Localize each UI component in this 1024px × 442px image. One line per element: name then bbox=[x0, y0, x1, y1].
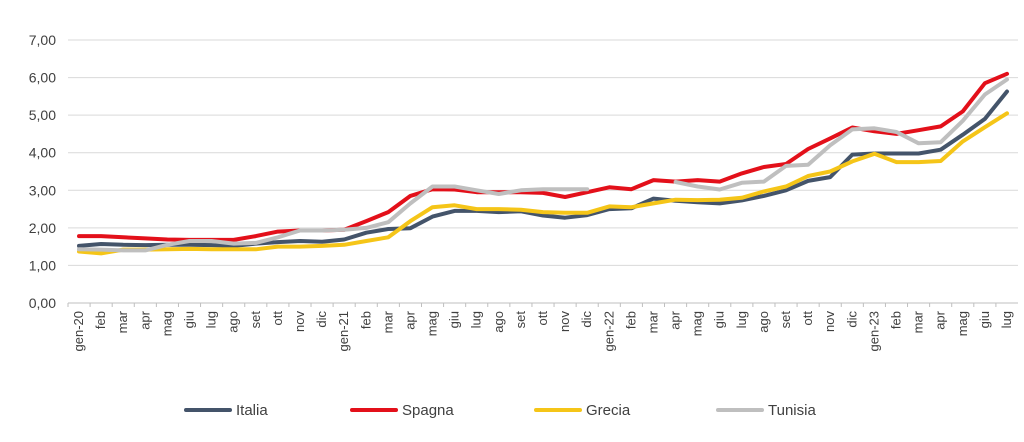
series-line-grecia bbox=[77, 111, 1009, 256]
x-tick-label: set bbox=[248, 311, 263, 329]
x-tick-label: apr bbox=[668, 310, 683, 329]
x-tick-label: lug bbox=[204, 311, 219, 328]
x-tick-label: apr bbox=[137, 310, 152, 329]
legend: Italia Spagna Grecia Tunisia bbox=[184, 402, 816, 419]
x-tick-label: mag bbox=[955, 311, 970, 336]
x-tick-label: dic bbox=[844, 311, 859, 328]
x-tick-label: mar bbox=[115, 310, 130, 333]
x-tick-label: feb bbox=[888, 311, 903, 329]
x-tick-label: dic bbox=[314, 311, 329, 328]
x-tick-label: nov bbox=[292, 311, 307, 332]
y-tick-label: 0,00 bbox=[29, 295, 56, 311]
x-tick-label: nov bbox=[822, 311, 837, 332]
x-tick-label: mar bbox=[645, 310, 660, 333]
x-tick-label: nov bbox=[557, 311, 572, 332]
x-tick-label: lug bbox=[469, 311, 484, 328]
x-tick-label: giu bbox=[447, 311, 462, 328]
x-tick-label: ott bbox=[270, 311, 285, 326]
y-tick-label: 4,00 bbox=[29, 145, 56, 161]
x-tick-label: ago bbox=[226, 311, 241, 333]
gridlines bbox=[68, 39, 1018, 304]
x-tick-label: apr bbox=[933, 310, 948, 329]
legend-label-spagna: Spagna bbox=[402, 402, 454, 419]
legend-label-grecia: Grecia bbox=[586, 402, 631, 419]
x-tick-label: set bbox=[778, 311, 793, 329]
x-tick-label: feb bbox=[623, 311, 638, 329]
y-axis-ticks: 0,00 1,00 2,00 3,00 4,00 5,00 6,00 7,00 bbox=[29, 32, 56, 311]
x-tick-label: gen-21 bbox=[336, 311, 351, 351]
x-tick-label: lug bbox=[999, 311, 1014, 328]
x-axis-ticks: gen-20 feb mar apr mag giu lug ago set ott nov dic g… bbox=[67, 303, 1014, 351]
x-tick-label: ago bbox=[756, 311, 771, 333]
x-tick-label: mag bbox=[425, 311, 440, 336]
x-tick-label: ott bbox=[800, 311, 815, 326]
x-tick-label: giu bbox=[977, 311, 992, 328]
series-lines bbox=[77, 71, 1009, 256]
x-tick-label: lug bbox=[734, 311, 749, 328]
y-tick-label: 6,00 bbox=[29, 70, 56, 86]
y-tick-label: 5,00 bbox=[29, 107, 56, 123]
x-tick-label: gen-20 bbox=[71, 311, 86, 351]
x-tick-label: giu bbox=[712, 311, 727, 328]
y-tick-label: 2,00 bbox=[29, 220, 56, 236]
x-tick-label: ott bbox=[535, 311, 550, 326]
x-tick-label: feb bbox=[93, 311, 108, 329]
y-tick-label: 1,00 bbox=[29, 257, 56, 273]
x-tick-label: gen-22 bbox=[601, 311, 616, 351]
x-tick-label: giu bbox=[182, 311, 197, 328]
x-tick-label: feb bbox=[358, 311, 373, 329]
x-tick-label: apr bbox=[402, 310, 417, 329]
y-tick-label: 7,00 bbox=[29, 32, 56, 48]
x-tick-label: mag bbox=[159, 311, 174, 336]
x-tick-label: set bbox=[513, 311, 528, 329]
x-tick-label: mag bbox=[690, 311, 705, 336]
x-tick-label: mar bbox=[380, 310, 395, 333]
legend-label-tunisia: Tunisia bbox=[768, 402, 816, 419]
legend-label-italia: Italia bbox=[236, 402, 268, 419]
x-tick-label: mar bbox=[911, 310, 926, 333]
y-tick-label: 3,00 bbox=[29, 182, 56, 198]
series-line-tunisia bbox=[77, 77, 1009, 253]
x-tick-label: gen-23 bbox=[866, 311, 881, 351]
x-tick-label: ago bbox=[491, 311, 506, 333]
x-tick-label: dic bbox=[579, 311, 594, 328]
series-line-italia bbox=[77, 89, 1009, 248]
